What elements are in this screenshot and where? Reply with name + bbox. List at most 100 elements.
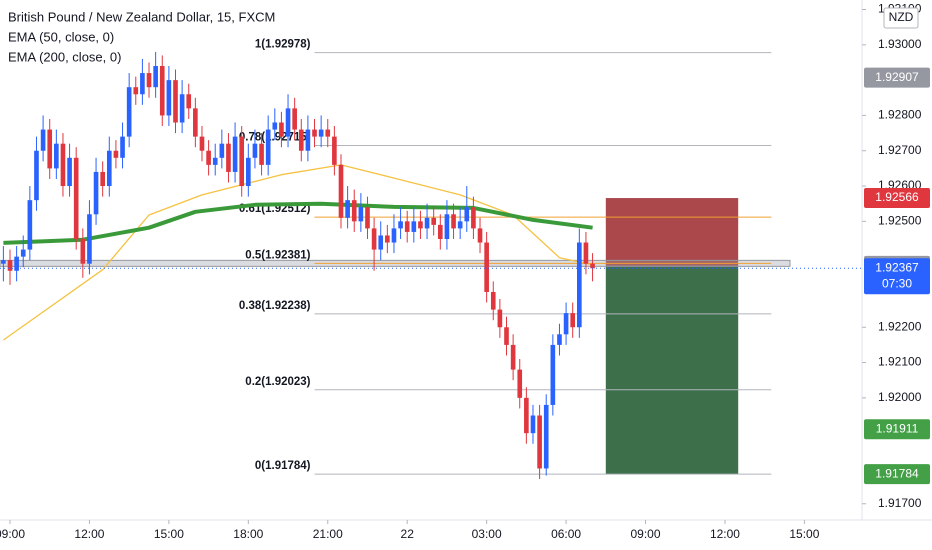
candle-body [279, 122, 284, 137]
candle-body [47, 129, 53, 169]
candle-body [246, 157, 251, 187]
candle-body [87, 214, 92, 264]
price-badge-label: 1.92367 [875, 260, 919, 274]
candle-body [20, 249, 26, 257]
fib-label: 0.2(1.92023) [245, 376, 310, 388]
chart-title: British Pound / New Zealand Dollar, 15, … [8, 9, 275, 24]
candle-body [583, 242, 589, 264]
candle-body [305, 129, 311, 151]
candle-body [67, 157, 72, 187]
candle-body [543, 404, 549, 469]
candle-body [550, 344, 556, 405]
candle-body [398, 221, 403, 229]
target-zone [605, 265, 739, 475]
legend-entry: EMA (50, close, 0) [8, 29, 114, 44]
candle-body [80, 238, 86, 264]
y-tick-label: 1.91700 [878, 496, 922, 510]
candle-body [153, 66, 158, 88]
price-badge [864, 419, 930, 440]
x-tick-label: 21:00 [313, 527, 343, 541]
price-badge [864, 67, 930, 88]
candle-body [259, 143, 264, 165]
candle-body [510, 344, 516, 370]
candle-body [371, 228, 377, 250]
candle-body [140, 73, 145, 95]
candle-body [113, 150, 119, 158]
candle-body [404, 221, 410, 232]
candle-body [272, 122, 278, 130]
candle-body [437, 224, 443, 239]
candle-body [27, 200, 33, 250]
candle-body [411, 221, 417, 232]
candle-body [14, 256, 19, 271]
x-tick-label: 06:00 [551, 527, 581, 541]
x-tick-label: 03:00 [472, 527, 502, 541]
candle-body [504, 327, 509, 345]
currency-label: NZD [889, 10, 914, 24]
candle-body [563, 313, 569, 335]
candle-body [484, 242, 489, 292]
candle-body [60, 143, 66, 187]
candle-body [577, 242, 582, 328]
candle-body [424, 217, 430, 229]
candle-body [106, 150, 112, 187]
y-tick-label: 1.92100 [878, 355, 922, 369]
candle-body [93, 171, 99, 215]
candle-body [385, 235, 390, 243]
candle-body [490, 291, 496, 310]
candle-body [173, 80, 178, 123]
candle-body [166, 80, 172, 116]
y-tick-label: 1.92000 [878, 390, 922, 404]
x-tick-label: 22 [401, 527, 415, 541]
candle-body [338, 164, 344, 218]
axes: 1.931001.930001.928001.927001.926001.925… [0, 2, 930, 541]
candle-body [40, 129, 46, 151]
candle-body [451, 214, 456, 229]
price-badge [864, 464, 930, 485]
candle-body [497, 309, 503, 328]
candle-body [557, 334, 562, 345]
candle-body [345, 200, 350, 218]
price-badge [864, 258, 930, 295]
candle-body [537, 415, 542, 469]
fib-label: 0(1.91784) [255, 460, 311, 472]
candle-body [365, 207, 370, 229]
candle-body [232, 136, 238, 172]
price-badge-label: 1.91911 [876, 421, 919, 435]
stop-zone [605, 198, 739, 266]
candle-body [471, 207, 476, 229]
candle-body [431, 217, 436, 225]
candle-body [517, 369, 523, 398]
price-badge-label: 1.92566 [875, 190, 919, 204]
candle-body [378, 235, 384, 250]
candle-body [7, 260, 13, 271]
candle-body [292, 108, 297, 130]
candle-body [358, 207, 364, 222]
y-tick-label: 1.92800 [878, 108, 922, 122]
candle-body [444, 214, 450, 239]
candle-body [193, 108, 198, 137]
y-tick-label: 1.93000 [878, 37, 922, 51]
candle-body [351, 200, 357, 222]
candle-body [312, 129, 317, 137]
countdown: 07:30 [882, 276, 912, 290]
time-axis [0, 520, 862, 550]
fib-label: 0.5(1.92381) [245, 249, 310, 261]
y-tick-label: 1.92700 [878, 143, 922, 157]
candle-body [265, 129, 271, 165]
candle-body [477, 228, 483, 243]
currency-badge [883, 7, 919, 29]
candle-body [318, 129, 324, 137]
x-tick-label: 12:00 [74, 527, 104, 541]
fib-label: 1(1.92978) [255, 39, 311, 51]
candle-body [457, 221, 463, 229]
candle-body [590, 263, 595, 269]
candle-body [391, 228, 397, 243]
legend-entry: EMA (200, close, 0) [8, 49, 121, 64]
price-badge-label: 1.91784 [875, 466, 919, 480]
price-badge-label: 1.92907 [875, 70, 919, 84]
candle-body [226, 143, 231, 172]
x-tick-label: 12:00 [710, 527, 740, 541]
candle-body [464, 207, 470, 222]
